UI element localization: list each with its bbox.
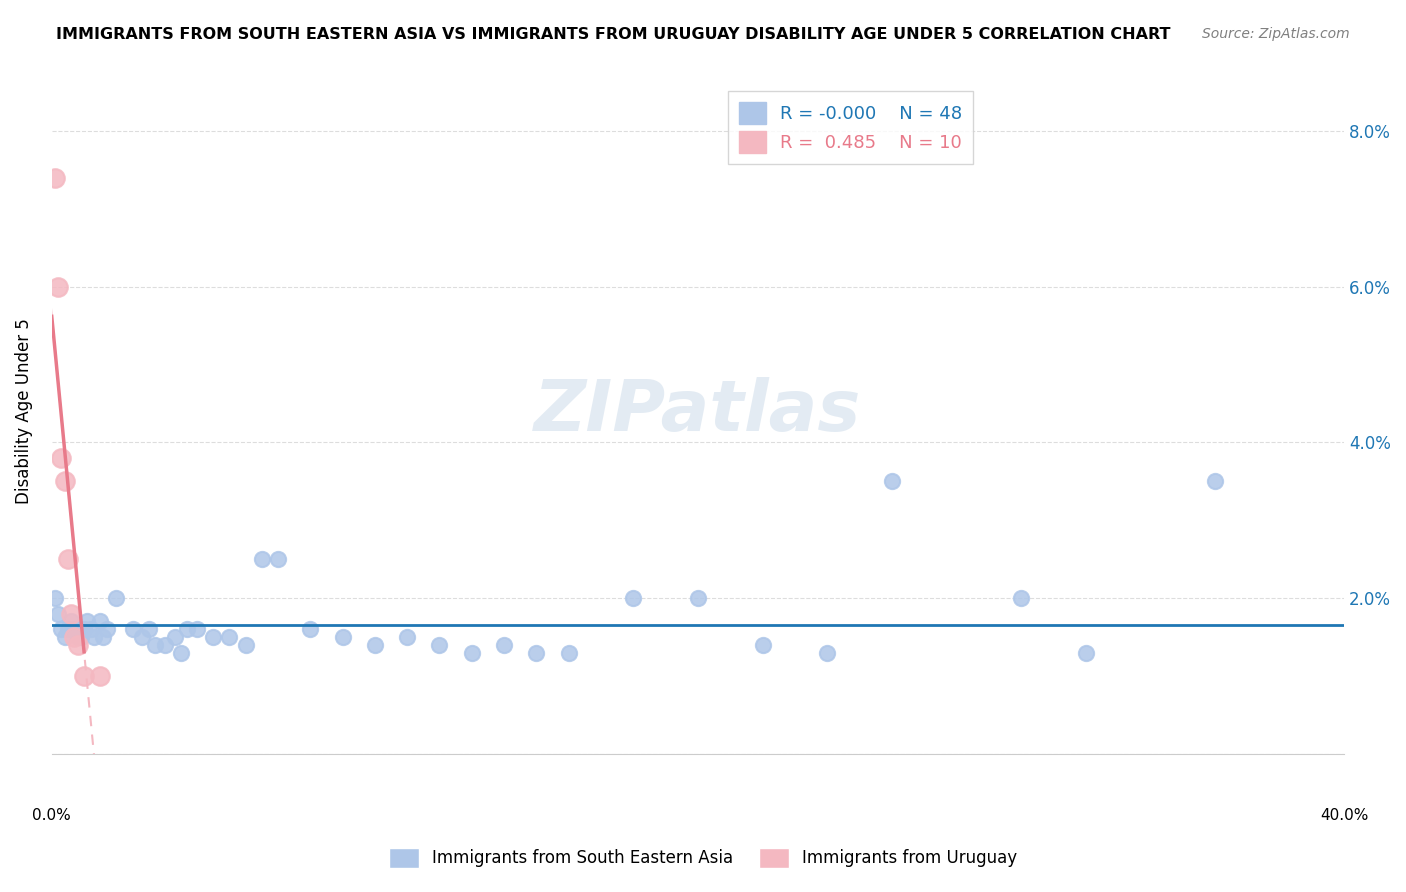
Point xyxy=(163,630,186,644)
Point xyxy=(60,607,83,621)
Point xyxy=(143,638,166,652)
Text: 0.0%: 0.0% xyxy=(32,808,72,823)
Point xyxy=(186,622,208,636)
Point xyxy=(53,475,76,489)
Point xyxy=(250,552,273,566)
Point xyxy=(364,638,387,652)
Point xyxy=(79,622,101,636)
Point xyxy=(557,646,579,660)
Point xyxy=(153,638,176,652)
Point xyxy=(89,669,111,683)
Point xyxy=(66,630,89,644)
Point xyxy=(121,622,143,636)
Legend: R = -0.000    N = 48, R =  0.485    N = 10: R = -0.000 N = 48, R = 0.485 N = 10 xyxy=(728,91,973,164)
Point xyxy=(202,630,225,644)
Point xyxy=(751,638,773,652)
Point xyxy=(56,622,79,636)
Point xyxy=(44,591,66,606)
Point xyxy=(461,646,484,660)
Text: ZIPatlas: ZIPatlas xyxy=(534,376,862,446)
Point xyxy=(69,630,91,644)
Point xyxy=(1010,591,1032,606)
Point xyxy=(73,669,96,683)
Point xyxy=(621,591,644,606)
Legend: Immigrants from South Eastern Asia, Immigrants from Uruguay: Immigrants from South Eastern Asia, Immi… xyxy=(382,841,1024,875)
Point xyxy=(176,622,198,636)
Point xyxy=(66,638,89,652)
Point xyxy=(96,622,118,636)
Point xyxy=(170,646,193,660)
Point xyxy=(76,615,98,629)
Point xyxy=(51,450,73,465)
Point xyxy=(63,630,86,644)
Point xyxy=(51,622,73,636)
Point xyxy=(93,630,115,644)
Point xyxy=(267,552,290,566)
Text: IMMIGRANTS FROM SOUTH EASTERN ASIA VS IMMIGRANTS FROM URUGUAY DISABILITY AGE UND: IMMIGRANTS FROM SOUTH EASTERN ASIA VS IM… xyxy=(56,27,1171,42)
Point xyxy=(494,638,516,652)
Text: Source: ZipAtlas.com: Source: ZipAtlas.com xyxy=(1202,27,1350,41)
Text: 40.0%: 40.0% xyxy=(1320,808,1368,823)
Point xyxy=(880,475,903,489)
Point xyxy=(60,615,83,629)
Point xyxy=(429,638,451,652)
Point xyxy=(299,622,322,636)
Point xyxy=(44,170,66,185)
Point xyxy=(46,279,69,293)
Point xyxy=(53,630,76,644)
Point xyxy=(235,638,257,652)
Point xyxy=(46,607,69,621)
Point xyxy=(105,591,128,606)
Point xyxy=(63,622,86,636)
Point xyxy=(131,630,153,644)
Point xyxy=(138,622,160,636)
Point xyxy=(56,552,79,566)
Point xyxy=(1074,646,1097,660)
Point xyxy=(218,630,240,644)
Point xyxy=(526,646,548,660)
Point xyxy=(815,646,838,660)
Point xyxy=(83,630,105,644)
Point xyxy=(89,615,111,629)
Point xyxy=(396,630,419,644)
Point xyxy=(73,622,96,636)
Y-axis label: Disability Age Under 5: Disability Age Under 5 xyxy=(15,318,32,504)
Point xyxy=(1204,475,1226,489)
Point xyxy=(686,591,709,606)
Point xyxy=(332,630,354,644)
